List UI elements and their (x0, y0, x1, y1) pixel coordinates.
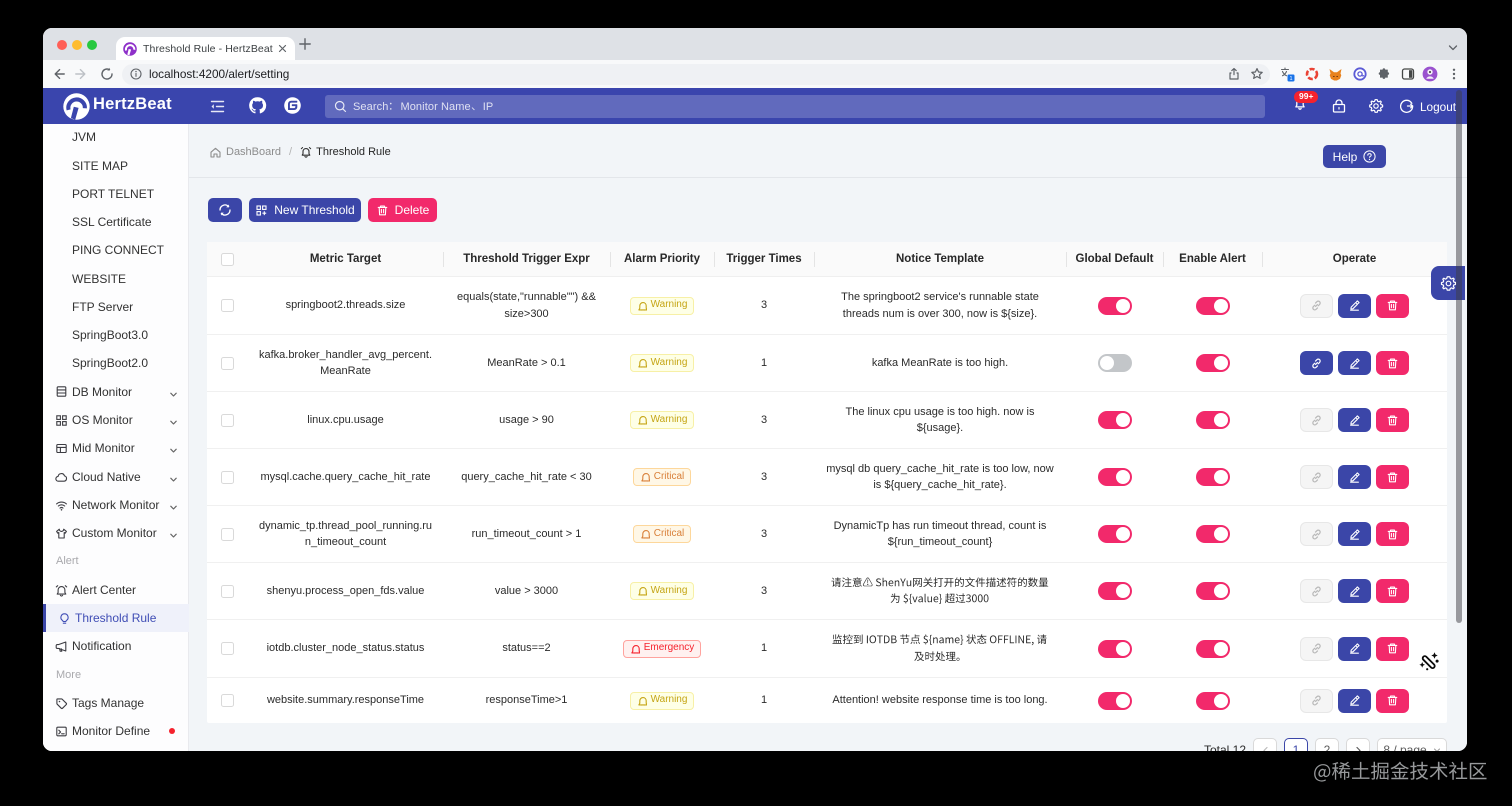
svg-text:1: 1 (1289, 76, 1292, 82)
